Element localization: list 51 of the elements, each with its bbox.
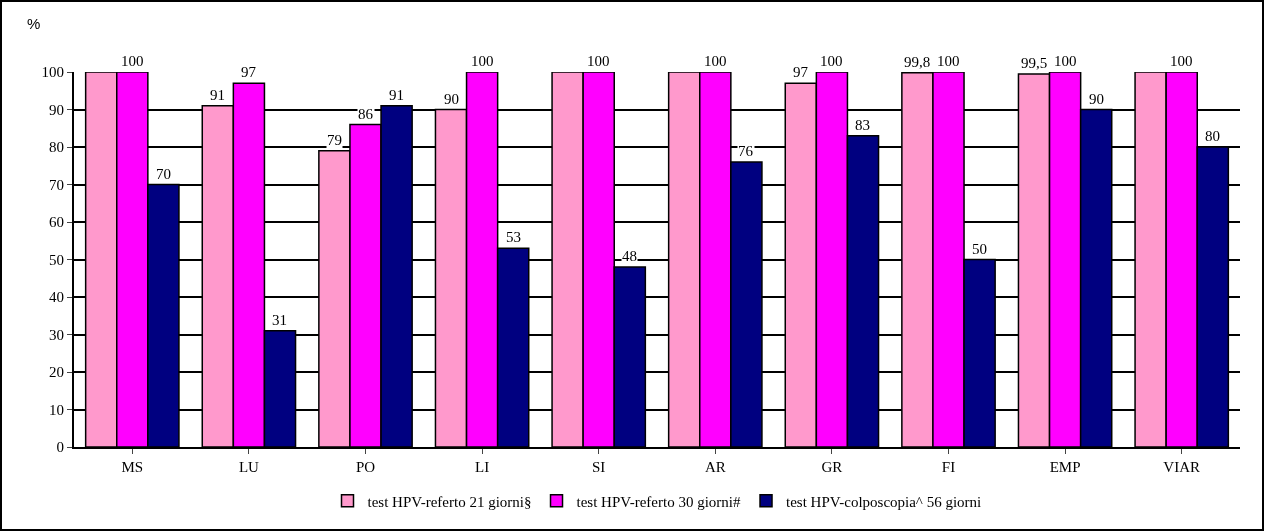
y-tick-label: 40	[49, 289, 64, 306]
data-label: 100	[704, 53, 727, 69]
data-label: 91	[210, 87, 225, 103]
y-tick-label: 100	[41, 64, 64, 81]
data-label: 76	[738, 143, 754, 159]
y-tick-label: 60	[49, 214, 64, 231]
data-label: 99,5	[1021, 55, 1048, 71]
x-tick-label: LI	[475, 459, 490, 475]
data-label: 97	[241, 64, 257, 80]
x-tick-label: FI	[941, 459, 956, 475]
x-tick-label: VIAR	[1163, 459, 1201, 475]
x-tick-label: LU	[238, 459, 260, 475]
y-tick-label: 20	[49, 364, 64, 381]
data-label: 100	[1170, 53, 1193, 69]
legend-label: test HPV-referto 21 giorni§	[367, 493, 532, 510]
data-label: 80	[1205, 128, 1220, 144]
data-label: 48	[622, 248, 637, 264]
x-tick-label: AR	[704, 459, 726, 475]
y-tick-label: 70	[49, 176, 64, 193]
data-label: 86	[358, 106, 374, 122]
data-label: 99,8	[904, 54, 931, 70]
data-label: 97	[793, 64, 809, 80]
data-label: 70	[156, 166, 171, 182]
x-tick-label: PO	[355, 459, 376, 475]
data-label: 100	[587, 53, 610, 69]
data-label: 91	[389, 87, 404, 103]
y-tick-label: 10	[49, 401, 64, 418]
data-label: 100	[121, 53, 144, 69]
data-label: 53	[506, 229, 521, 245]
data-label: 31	[272, 312, 287, 328]
data-label: 50	[972, 241, 987, 257]
x-tick-label: GR	[821, 459, 843, 475]
x-tick-label: MS	[121, 459, 144, 475]
y-tick-label: 0	[56, 439, 64, 456]
y-tick-label: 30	[49, 326, 64, 343]
data-label: 83	[855, 117, 870, 133]
y-tick-label: 90	[49, 101, 64, 118]
y-tick-label: 80	[49, 139, 64, 156]
y-axis-title: %	[27, 15, 41, 32]
data-label: 100	[471, 53, 494, 69]
x-tick-label: EMP	[1049, 459, 1081, 475]
data-label: 79	[327, 132, 342, 148]
data-label: 100	[937, 53, 960, 69]
legend-label: test HPV-colposcopia^ 56 giorni	[786, 493, 982, 510]
data-label: 90	[444, 91, 459, 107]
y-tick-label: 50	[49, 251, 64, 268]
data-label: 90	[1089, 91, 1104, 107]
legend-label: test HPV-referto 30 giorni#	[576, 493, 742, 510]
x-tick-label: SI	[592, 459, 606, 475]
data-label: 100	[1054, 53, 1077, 69]
data-label: 100	[820, 53, 843, 69]
